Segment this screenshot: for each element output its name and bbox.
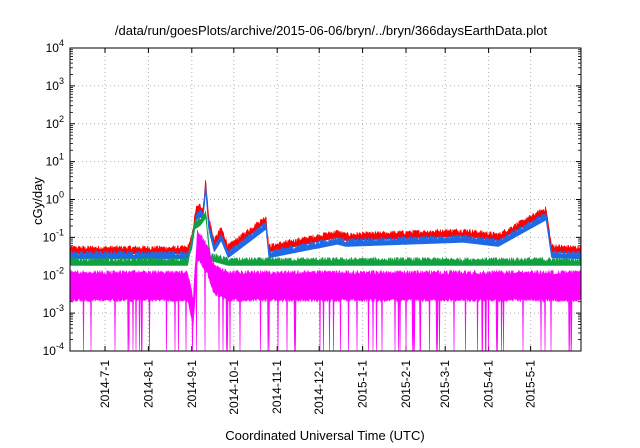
series-band [70, 186, 581, 260]
plot-area: 10-4 10-3 10-2 10-1 100 101 102 103 104 2014-7-1 2… [43, 38, 582, 415]
y-tick-label: 103 [46, 76, 64, 93]
y-tick-label: 104 [46, 38, 64, 55]
y-tick-label: 10-3 [43, 303, 64, 320]
series-band [70, 210, 581, 266]
y-tick-label: 100 [46, 190, 64, 207]
x-tick-label: 2015-2-1 [399, 360, 413, 408]
chart-title: /data/run/goesPlots/archive/2015-06-06/b… [115, 23, 548, 38]
y-tick-label: 10-2 [43, 265, 64, 282]
x-tick-label: 2014-11-1 [270, 360, 284, 414]
y-axis-label: cGy/day [30, 177, 45, 225]
x-tick-label: 2014-7-1 [98, 360, 112, 408]
y-tick-label: 10-1 [43, 227, 64, 244]
series-band [70, 229, 581, 351]
y-tick-label: 10-4 [43, 341, 64, 358]
x-tick-label: 2014-8-1 [141, 360, 155, 408]
series-group [70, 180, 581, 351]
x-tick-label: 2014-9-1 [185, 360, 199, 408]
x-tick-label: 2014-10-1 [227, 360, 241, 415]
x-tick-label: 2015-5-1 [524, 360, 538, 408]
x-tick-label: 2015-3-1 [438, 360, 452, 408]
y-tick-label: 101 [46, 152, 64, 169]
x-tick-label: 2014-12-1 [312, 360, 326, 415]
x-axis-label: Coordinated Universal Time (UTC) [225, 428, 424, 443]
x-tick-label: 2015-1-1 [356, 360, 370, 408]
y-tick-label: 102 [46, 114, 64, 131]
x-tick-label: 2015-4-1 [482, 360, 496, 408]
plot-frame [69, 47, 582, 352]
